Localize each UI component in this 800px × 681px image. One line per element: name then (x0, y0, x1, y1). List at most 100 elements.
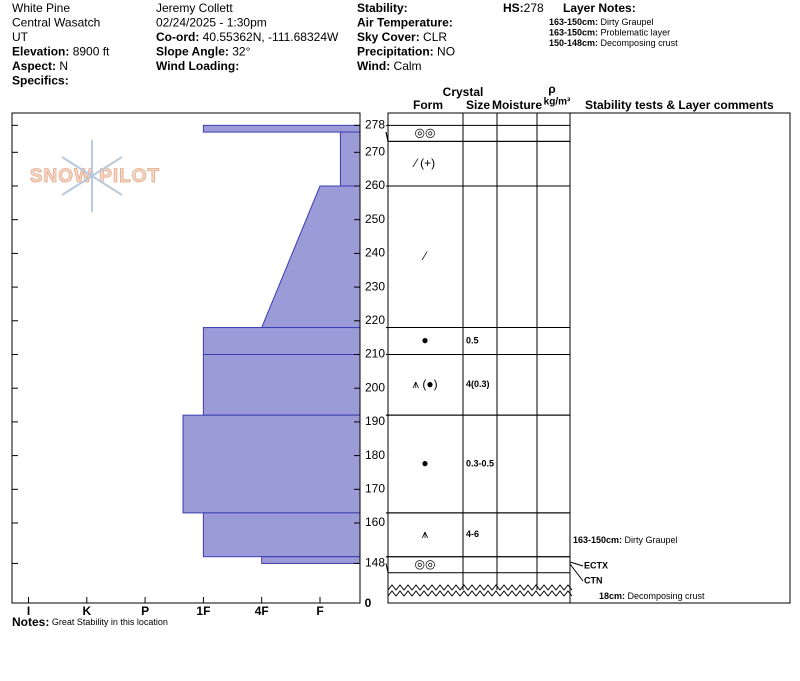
label: Slope Angle: (156, 45, 229, 59)
site-info: White Pine (12, 1, 70, 15)
crystal-size: 4-6 (466, 529, 479, 539)
hardness-label: I (27, 604, 30, 618)
hardness-label: P (141, 604, 149, 618)
hardness-layer (260, 185, 361, 329)
observer: Jeremy Collett (156, 1, 233, 15)
crystal-size: 4(0.3) (466, 379, 490, 389)
col-rho: ρ (548, 82, 555, 96)
value: 40.55362N, -111.68324W (199, 30, 339, 44)
crystal-form: ⁄ (+) (412, 156, 435, 170)
hardness-layer (182, 414, 361, 514)
depth-label: 278 (365, 118, 385, 132)
test-arrow (569, 561, 584, 567)
label: Wind: (357, 59, 390, 73)
value: NO (434, 45, 455, 59)
depth-label: 180 (365, 448, 385, 462)
crystal-form: ⩚ (●) (412, 377, 437, 391)
crystal-form: ● (421, 456, 428, 470)
col-density: kg/m³ (544, 97, 571, 108)
col-crystal: Crystal (443, 85, 484, 99)
depth-label: 200 (365, 380, 385, 394)
label: Air Temperature: (357, 16, 453, 30)
wind-loading: Wind Loading: (156, 59, 239, 73)
layer-notes-title: Layer Notes: (563, 1, 636, 15)
notes-label: Notes: (12, 615, 49, 629)
comment-range: 18cm: (599, 591, 625, 601)
value: 8900 ft (69, 45, 110, 59)
value: Calm (390, 59, 421, 73)
notes: Notes: Great Stability in this location (12, 615, 168, 629)
stability-test: ECTX (584, 560, 608, 570)
value: N (56, 59, 68, 73)
hardness-label: F (316, 604, 323, 618)
aspect: Aspect: N (12, 59, 68, 73)
logo-flake (61, 140, 123, 212)
comment-text: Decomposing crust (625, 591, 705, 601)
depth-label: 190 (365, 414, 385, 428)
layer-connector (385, 131, 389, 142)
value: CLR (420, 30, 448, 44)
label: Elevation: (12, 45, 69, 59)
bottom-comment: 18cm: Decomposing crust (599, 591, 705, 601)
crystal-form: ◎◎ (415, 557, 436, 571)
label: Co-ord: (156, 30, 199, 44)
crystal-form: ⩚ (422, 527, 429, 541)
depth-label: 170 (365, 481, 385, 495)
depth-break (387, 590, 573, 597)
precip: Precipitation: NO (357, 45, 455, 59)
hardness-label: 4F (255, 604, 269, 618)
hardness-layer (202, 327, 361, 356)
col-form: Form (413, 98, 443, 112)
site-info: Central Wasatch (12, 16, 100, 30)
depth-label: 160 (365, 515, 385, 529)
note-text: Decomposing crust (598, 38, 678, 48)
label: Wind Loading: (156, 59, 239, 73)
hardness-layer (202, 124, 361, 133)
crystal-size: 0.5 (466, 335, 479, 345)
logo: SNOW PILOT (30, 166, 160, 187)
hardness-label: 1F (196, 604, 210, 618)
hardness-layer (339, 131, 361, 187)
note-range: 163-150cm: (549, 17, 598, 27)
label: Stability: (357, 1, 408, 15)
depth-break (387, 584, 573, 591)
comment-frame (569, 112, 791, 604)
layer-connector (385, 563, 389, 573)
label: Specifics: (12, 74, 69, 88)
layer-comment: 163-150cm: Dirty Graupel (573, 535, 678, 545)
value: 32° (229, 45, 251, 59)
profile-frame (11, 112, 361, 604)
comment-range: 163-150cm: (573, 535, 622, 545)
hs-value: 278 (524, 1, 544, 15)
depth-label: 148 (365, 556, 385, 570)
note-range: 163-150cm: (549, 28, 598, 38)
col-size: Size (466, 98, 490, 112)
note-range: 150-148cm: (549, 38, 598, 48)
note-text: Dirty Graupel (598, 17, 654, 27)
note-text: Problematic layer (598, 28, 670, 38)
depth-break-label: 0 (365, 596, 372, 610)
label: Precipitation: (357, 45, 434, 59)
wind: Wind: Calm (357, 59, 422, 73)
comment-text: Dirty Graupel (622, 535, 678, 545)
hardness-layer (202, 354, 361, 416)
elevation: Elevation: 8900 ft (12, 45, 110, 59)
crystal-form: ● (421, 333, 428, 347)
slope: Slope Angle: 32° (156, 45, 251, 59)
label: Sky Cover: (357, 30, 420, 44)
hs: HS:278 (503, 1, 544, 15)
depth-label: 230 (365, 279, 385, 293)
sky: Sky Cover: CLR (357, 30, 447, 44)
depth-label: 260 (365, 178, 385, 192)
hardness-layer (261, 556, 361, 564)
layer-note: 150-148cm: Decomposing crust (549, 38, 678, 48)
hs-label: HS: (503, 1, 524, 15)
crystal-size: 0.3-0.5 (466, 458, 494, 468)
datetime: 02/24/2025 - 1:30pm (156, 16, 267, 30)
crystal-form: ⁄ (421, 249, 428, 263)
col-moisture: Moisture (492, 98, 542, 112)
test-arrow (569, 563, 584, 582)
stability-test: CTN (584, 575, 603, 585)
col-comments: Stability tests & Layer comments (585, 98, 774, 112)
